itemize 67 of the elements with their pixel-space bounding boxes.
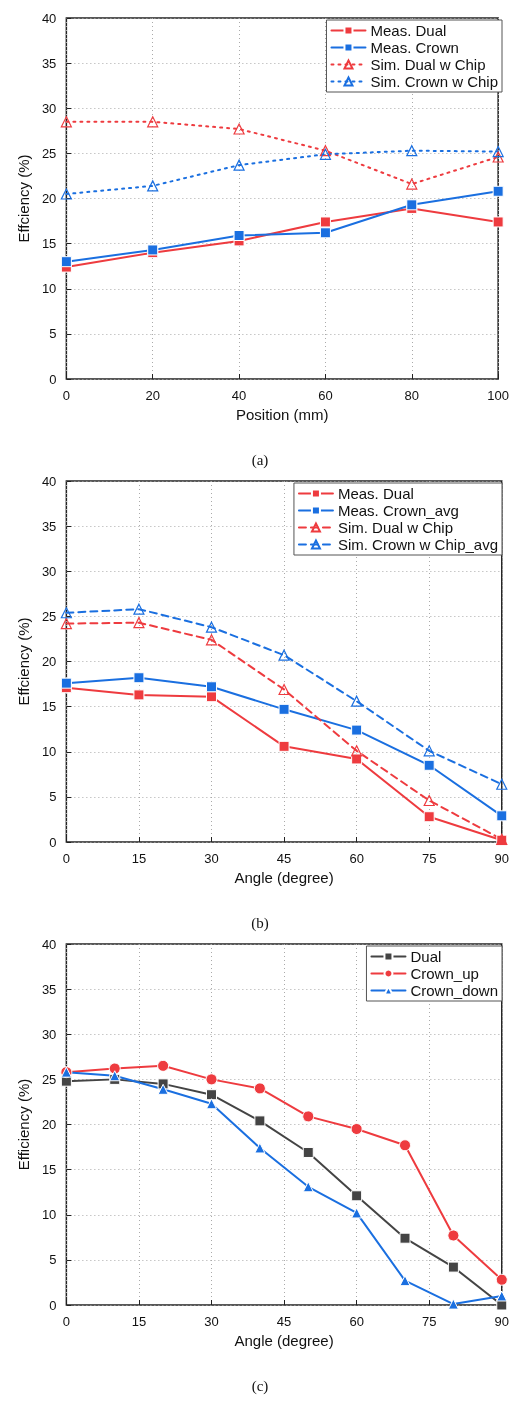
y-tick-label: 30 xyxy=(41,1026,57,1042)
x-tick-label: 40 xyxy=(231,388,247,403)
x-tick-label: 90 xyxy=(494,851,509,866)
x-tick-label: 20 xyxy=(145,388,160,403)
legend-label: Meas. Crown_avg xyxy=(337,502,459,519)
x-tick-label: 30 xyxy=(204,1314,219,1329)
y-axis-title: Efficiency (%) xyxy=(15,1078,32,1171)
x-tick-label: 75 xyxy=(421,1314,437,1329)
x-tick-label: 30 xyxy=(204,851,219,866)
y-tick-label: 35 xyxy=(41,981,57,997)
x-tick-label: 60 xyxy=(349,851,364,866)
legend-label: Sim. Dual w Chip xyxy=(370,56,486,73)
x-tick-label: 45 xyxy=(276,851,292,866)
x-tick-label: 75 xyxy=(421,851,437,866)
y-tick-label: 30 xyxy=(41,100,57,116)
x-tick-label: 15 xyxy=(131,1314,147,1329)
y-tick-label: 5 xyxy=(49,326,57,342)
x-tick-label: 0 xyxy=(62,388,70,403)
y-tick-label: 25 xyxy=(41,608,57,624)
y-tick-label: 15 xyxy=(41,1162,57,1178)
y-tick-label: 15 xyxy=(41,236,57,252)
legend-label: Sim. Crown w Chip xyxy=(370,73,498,90)
y-tick-label: 40 xyxy=(41,473,57,489)
y-tick-label: 20 xyxy=(41,1117,57,1132)
y-tick-label: 20 xyxy=(41,654,57,669)
text: (c) xyxy=(251,1377,269,1395)
legend-label: Dual xyxy=(410,948,442,965)
legend-label: Crown_up xyxy=(410,965,479,982)
x-tick-label: 60 xyxy=(349,1314,364,1329)
y-tick-label: 0 xyxy=(49,834,57,850)
y-tick-label: 0 xyxy=(49,1297,57,1313)
y-tick-label: 40 xyxy=(41,936,57,952)
x-tick-label: 60 xyxy=(318,388,333,403)
y-tick-label: 10 xyxy=(41,744,57,760)
y-tick-label: 10 xyxy=(41,281,57,297)
y-axis-title: Effciency (%) xyxy=(15,617,32,706)
y-tick-label: 35 xyxy=(41,518,57,534)
legend-label: Meas. Dual xyxy=(337,485,414,502)
y-tick-label: 0 xyxy=(49,371,57,387)
y-tick-label: 30 xyxy=(41,563,57,579)
y-tick-label: 5 xyxy=(49,1252,57,1268)
x-tick-label: 0 xyxy=(62,851,70,866)
legend-label: Crown_down xyxy=(410,982,498,999)
text: (a) xyxy=(251,451,269,469)
x-tick-label: 100 xyxy=(487,388,510,403)
text: (b) xyxy=(251,914,269,932)
y-tick-label: 25 xyxy=(41,1071,57,1087)
x-axis-title: Angle (degree) xyxy=(234,869,334,886)
y-axis-title: Effciency (%) xyxy=(15,154,32,243)
y-tick-label: 20 xyxy=(41,191,57,206)
legend-label: Meas. Crown xyxy=(370,39,459,56)
x-axis-title: Position (mm) xyxy=(236,406,329,423)
legend-label: Sim. Crown w Chip_avg xyxy=(337,536,499,553)
legend-label: Sim. Dual w Chip xyxy=(337,519,453,536)
x-tick-label: 45 xyxy=(276,1314,292,1329)
x-axis-title: Angle (degree) xyxy=(234,1332,334,1349)
x-tick-label: 80 xyxy=(404,388,420,403)
legend-label: Meas. Dual xyxy=(370,22,447,39)
x-tick-label: 15 xyxy=(131,851,147,866)
y-tick-label: 25 xyxy=(41,145,57,161)
x-tick-label: 0 xyxy=(62,1314,70,1329)
y-tick-label: 35 xyxy=(41,55,57,71)
x-tick-label: 90 xyxy=(494,1314,509,1329)
y-tick-label: 10 xyxy=(41,1207,57,1223)
y-tick-label: 40 xyxy=(41,10,57,26)
y-tick-label: 5 xyxy=(49,789,57,805)
y-tick-label: 15 xyxy=(41,699,57,715)
